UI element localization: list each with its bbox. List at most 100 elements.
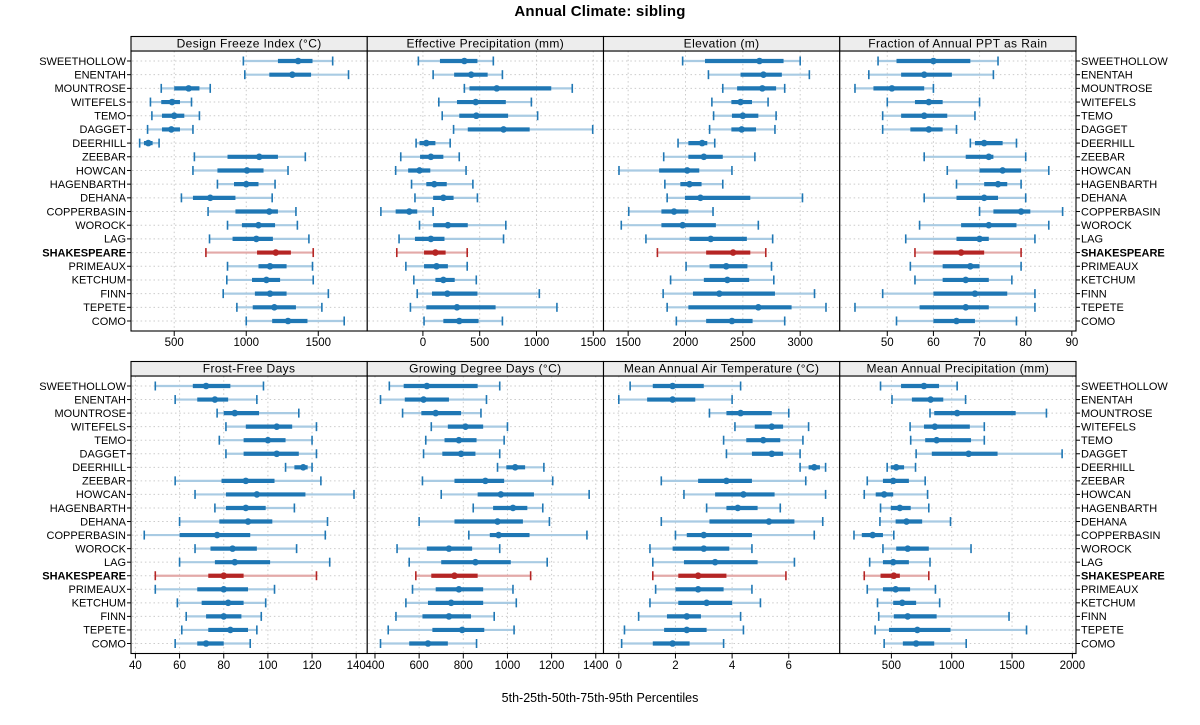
percentile-row-ketchum [914, 275, 1013, 285]
median-dot [451, 572, 458, 580]
median-dot [493, 85, 501, 92]
median-dot [890, 572, 898, 580]
station-label-left-ketchum: KETCHUM [72, 275, 126, 287]
percentile-row-temo [218, 435, 313, 445]
station-label-right-enentah: ENENTAH [1081, 394, 1133, 406]
station-label-left-primeaux: PRIMEAUX [69, 261, 127, 273]
axis-tick-label: 80 [1019, 337, 1032, 349]
station-label-left-temo: TEMO [94, 111, 126, 123]
percentile-row-primeaux [154, 584, 276, 594]
percentile-row-primeaux [226, 261, 314, 271]
panel-strip-title: Mean Annual Precipitation (mm) [867, 362, 1050, 376]
percentile-row-shakespeare [205, 248, 315, 258]
median-dot [244, 518, 252, 525]
median-dot [264, 436, 272, 444]
percentile-row-shakespeare [863, 571, 930, 581]
station-label-left-temo: TEMO [94, 435, 126, 447]
axis-tick-label: 1000 [233, 337, 259, 349]
median-dot [242, 504, 250, 512]
axis-tick-label: 0 [420, 337, 426, 349]
median-dot [497, 491, 505, 498]
percentile-row-primeaux [405, 261, 469, 271]
percentile-row-sweethollow [877, 56, 999, 66]
percentile-row-dehana [923, 193, 1027, 203]
percentile-row-worock [649, 544, 753, 554]
percentile-row-ketchum [876, 598, 941, 608]
median-dot [683, 613, 691, 620]
median-dot [224, 599, 232, 607]
percentile-row-enentah [707, 70, 811, 80]
station-label-left-ketchum: KETCHUM [72, 598, 126, 610]
median-dot [729, 249, 737, 256]
station-label-left-sweethollow: SWEETHOLLOW [39, 381, 126, 393]
station-label-right-primeaux: PRIMEAUX [1081, 261, 1139, 273]
percentile-row-deerhill [496, 462, 545, 472]
median-dot [472, 112, 480, 120]
panel-background [603, 376, 840, 654]
station-label-left-mountrose: MOUNTROSE [55, 83, 127, 95]
station-label-left-shakespeare: SHAKESPEARE [42, 571, 126, 583]
median-dot [144, 139, 152, 147]
percentile-row-lag [868, 557, 931, 567]
percentile-row-como [423, 316, 504, 326]
percentile-row-witefels [438, 97, 533, 107]
median-dot [953, 409, 961, 417]
median-dot [420, 396, 427, 403]
percentile-row-dagget [708, 124, 776, 134]
percentile-row-howcan [863, 489, 929, 499]
median-dot [444, 221, 452, 229]
median-dot [495, 531, 502, 539]
station-label-left-dagget: DAGGET [80, 449, 127, 461]
percentile-row-howcan [946, 165, 1050, 175]
median-dot [931, 423, 939, 430]
median-dot [880, 491, 888, 498]
median-dot [869, 531, 876, 539]
median-dot [433, 262, 440, 270]
percentile-row-hagenbarth [410, 179, 474, 189]
median-dot [740, 491, 747, 498]
station-label-left-dehana: DEHANA [80, 193, 127, 205]
median-dot [427, 235, 435, 243]
median-dot [405, 208, 413, 215]
station-label-left-lag: LAG [104, 557, 126, 569]
median-dot [472, 558, 479, 566]
median-dot [669, 640, 676, 647]
median-dot [889, 477, 897, 485]
panel-mean-annual-precipitation-mm: 500 1000 1500 2000 Mean Annual Precipitation… [839, 360, 1085, 672]
percentile-row-dehana [414, 193, 479, 203]
median-dot [768, 423, 776, 430]
median-dot [738, 126, 745, 133]
percentile-row-witefels [886, 97, 981, 107]
station-label-right-shakespeare: SHAKESPEARE [1081, 247, 1165, 259]
axis-tick-label: 400 [365, 660, 384, 672]
median-dot [892, 585, 899, 593]
median-dot [889, 558, 897, 566]
median-dot [213, 531, 221, 539]
panel-background [839, 51, 1076, 331]
percentile-row-lag [408, 557, 548, 567]
median-dot [739, 112, 747, 120]
panel-strip-title: Growing Degree Days (°C) [409, 362, 561, 376]
station-label-left-finn: FINN [100, 288, 126, 300]
median-dot [242, 477, 250, 485]
median-dot [457, 450, 465, 458]
median-dot [933, 436, 940, 444]
median-dot [756, 57, 763, 65]
percentile-row-copperbasin [853, 530, 895, 540]
station-label-right-hagenbarth: HAGENBARTH [1081, 179, 1157, 191]
percentile-row-copperbasin [627, 207, 714, 217]
percentile-row-sweethollow [242, 56, 334, 66]
median-dot [683, 167, 691, 174]
panel-background [839, 376, 1076, 654]
percentile-row-sweethollow [388, 381, 501, 391]
percentile-row-zeebar [923, 152, 1027, 162]
station-label-right-sweethollow: SWEETHOLLOW [1081, 381, 1168, 393]
percentile-row-worock [882, 544, 972, 554]
panel-strip-title: Frost-Free Days [203, 362, 296, 376]
percentile-row-ketchum [413, 275, 478, 285]
percentile-row-copperbasin [207, 207, 297, 217]
median-dot [243, 167, 251, 174]
median-dot [679, 221, 686, 229]
percentile-row-copperbasin [978, 207, 1064, 217]
